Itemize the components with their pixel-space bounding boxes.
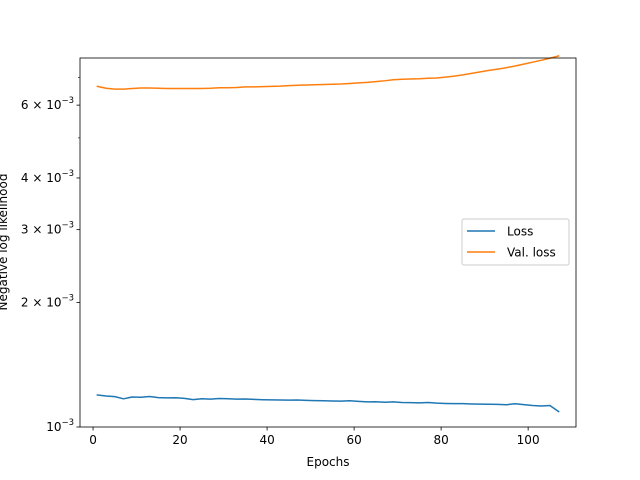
y-tick-label: 4 × 10−3 [21,169,74,185]
legend-label: Loss [507,225,533,239]
y-tick-label: 2 × 10−3 [21,293,74,309]
y-tick-label: 3 × 10−3 [21,221,74,237]
y-tick-label: 6 × 10−3 [21,96,74,112]
series-line-val-loss [96,55,560,90]
y-axis: 10−3 2 × 10−3 3 × 10−3 4 × 10−3 6 × 10−3 [21,77,80,434]
x-axis-label: Epochs [307,455,350,469]
x-tick-label: 80 [433,433,448,447]
series-layer [96,55,560,413]
x-axis: 0 20 40 60 80 100 [89,427,540,447]
x-tick-label: 0 [89,433,97,447]
plot-area [79,55,577,428]
plot-frame [79,57,577,428]
y-axis-label: Negative log likelihood [0,174,10,311]
x-tick-label: 100 [517,433,540,447]
legend-label: Val. loss [507,246,556,260]
y-tick-label: 10−3 [46,418,74,434]
series-line-loss [96,394,560,413]
x-tick-label: 20 [172,433,187,447]
legend: Loss Val. loss [461,218,570,266]
x-tick-label: 40 [259,433,274,447]
x-tick-label: 60 [346,433,361,447]
